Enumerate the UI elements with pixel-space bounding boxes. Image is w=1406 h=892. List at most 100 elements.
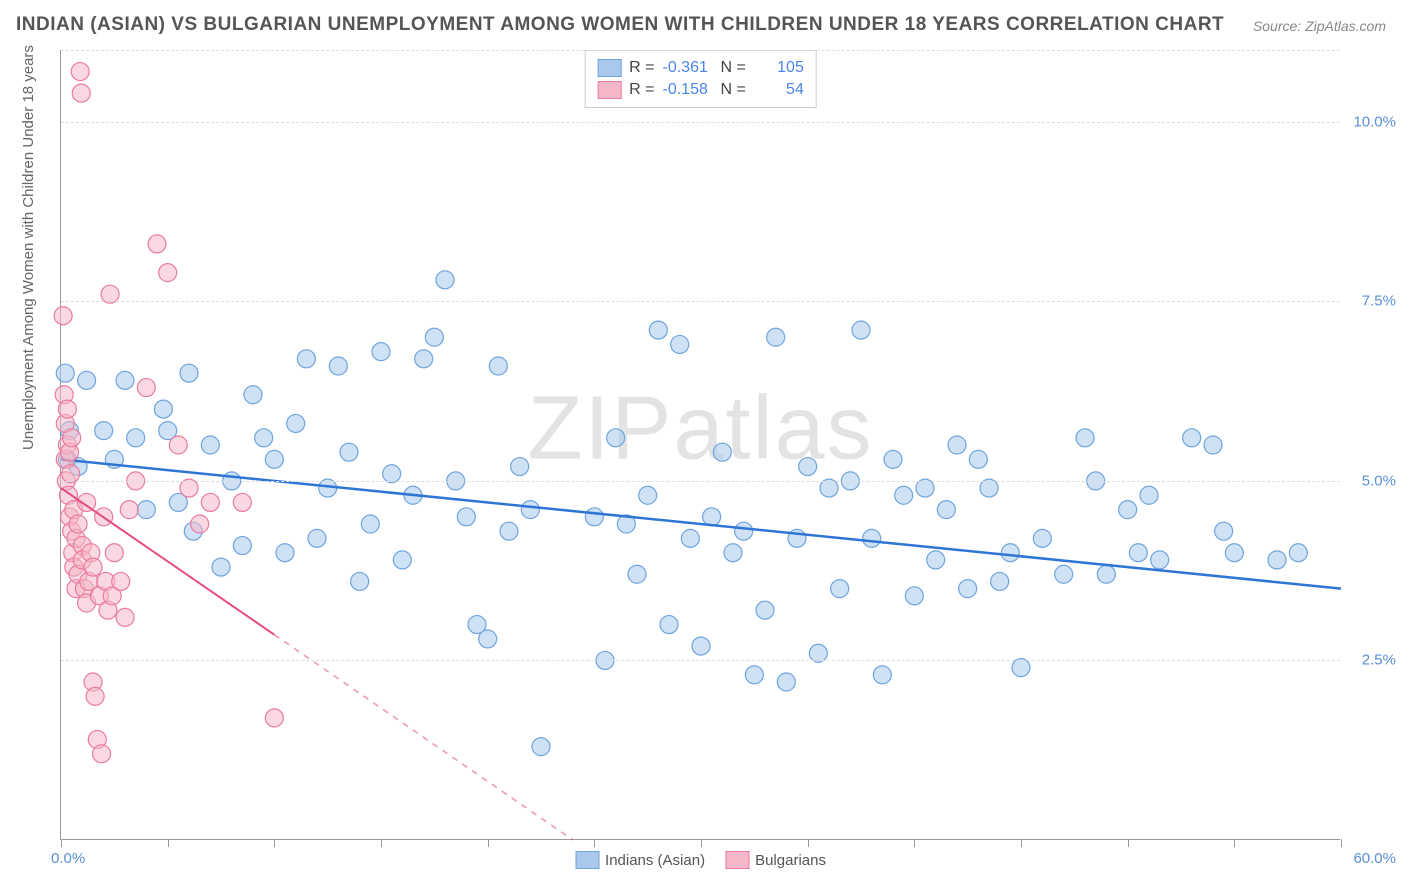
plot-area: ZIPatlas R =-0.361N =105R =-0.158N =54 I… (60, 50, 1340, 840)
data-point (180, 364, 198, 382)
data-point (191, 515, 209, 533)
data-point (799, 458, 817, 476)
data-point (681, 529, 699, 547)
scatter-svg (61, 50, 1340, 839)
legend-swatch (597, 81, 621, 99)
data-point (639, 486, 657, 504)
x-tick (488, 839, 489, 847)
series-legend-item: Bulgarians (725, 851, 826, 869)
legend-stat-row: R =-0.158N =54 (597, 79, 804, 101)
legend-r-value: -0.361 (663, 59, 713, 77)
data-point (95, 422, 113, 440)
data-point (703, 508, 721, 526)
data-point (660, 616, 678, 634)
data-point (1140, 486, 1158, 504)
data-point (511, 458, 529, 476)
x-tick (168, 839, 169, 847)
data-point (84, 558, 102, 576)
data-point (692, 637, 710, 655)
data-point (1097, 565, 1115, 583)
data-point (137, 501, 155, 519)
x-tick (1341, 839, 1342, 847)
data-point (116, 371, 134, 389)
data-point (71, 63, 89, 81)
data-point (991, 572, 1009, 590)
data-point (436, 271, 454, 289)
x-tick (1021, 839, 1022, 847)
data-point (1289, 544, 1307, 562)
x-tick (381, 839, 382, 847)
data-point (308, 529, 326, 547)
data-point (78, 371, 96, 389)
data-point (425, 328, 443, 346)
series-legend: Indians (Asian)Bulgarians (575, 851, 826, 869)
data-point (255, 429, 273, 447)
data-point (72, 84, 90, 102)
data-point (93, 745, 111, 763)
data-point (1204, 436, 1222, 454)
data-point (500, 522, 518, 540)
data-point (86, 687, 104, 705)
data-point (58, 400, 76, 418)
data-point (863, 529, 881, 547)
data-point (767, 328, 785, 346)
data-point (265, 450, 283, 468)
data-point (116, 608, 134, 626)
data-point (361, 515, 379, 533)
data-point (1129, 544, 1147, 562)
legend-n-label: N = (721, 81, 746, 99)
data-point (127, 429, 145, 447)
data-point (777, 673, 795, 691)
x-tick (61, 839, 62, 847)
data-point (415, 350, 433, 368)
gridline (61, 122, 1340, 123)
legend-stat-row: R =-0.361N =105 (597, 57, 804, 79)
gridline (61, 660, 1340, 661)
data-point (201, 436, 219, 454)
data-point (56, 364, 74, 382)
data-point (1033, 529, 1051, 547)
data-point (724, 544, 742, 562)
x-tick (274, 839, 275, 847)
y-tick-label: 5.0% (1362, 472, 1396, 489)
data-point (393, 551, 411, 569)
correlation-legend: R =-0.361N =105R =-0.158N =54 (584, 50, 817, 108)
data-point (372, 343, 390, 361)
series-legend-label: Bulgarians (755, 852, 826, 869)
data-point (713, 443, 731, 461)
data-point (137, 379, 155, 397)
legend-swatch (575, 851, 599, 869)
legend-r-label: R = (629, 59, 654, 77)
y-axis-label: Unemployment Among Women with Children U… (20, 45, 37, 450)
data-point (756, 601, 774, 619)
data-point (628, 565, 646, 583)
data-point (649, 321, 667, 339)
data-point (937, 501, 955, 519)
data-point (244, 386, 262, 404)
data-point (276, 544, 294, 562)
data-point (169, 436, 187, 454)
legend-swatch (597, 59, 621, 77)
data-point (105, 544, 123, 562)
x-tick (914, 839, 915, 847)
source-attribution: Source: ZipAtlas.com (1253, 18, 1386, 34)
data-point (148, 235, 166, 253)
data-point (1183, 429, 1201, 447)
data-point (233, 493, 251, 511)
data-point (340, 443, 358, 461)
data-point (69, 515, 87, 533)
data-point (607, 429, 625, 447)
data-point (201, 493, 219, 511)
data-point (1076, 429, 1094, 447)
data-point (1001, 544, 1019, 562)
data-point (1268, 551, 1286, 569)
data-point (735, 522, 753, 540)
data-point (297, 350, 315, 368)
x-tick (1128, 839, 1129, 847)
chart-container: INDIAN (ASIAN) VS BULGARIAN UNEMPLOYMENT… (0, 0, 1406, 892)
chart-title: INDIAN (ASIAN) VS BULGARIAN UNEMPLOYMENT… (16, 14, 1224, 36)
data-point (1225, 544, 1243, 562)
data-point (265, 709, 283, 727)
data-point (671, 335, 689, 353)
data-point (959, 580, 977, 598)
